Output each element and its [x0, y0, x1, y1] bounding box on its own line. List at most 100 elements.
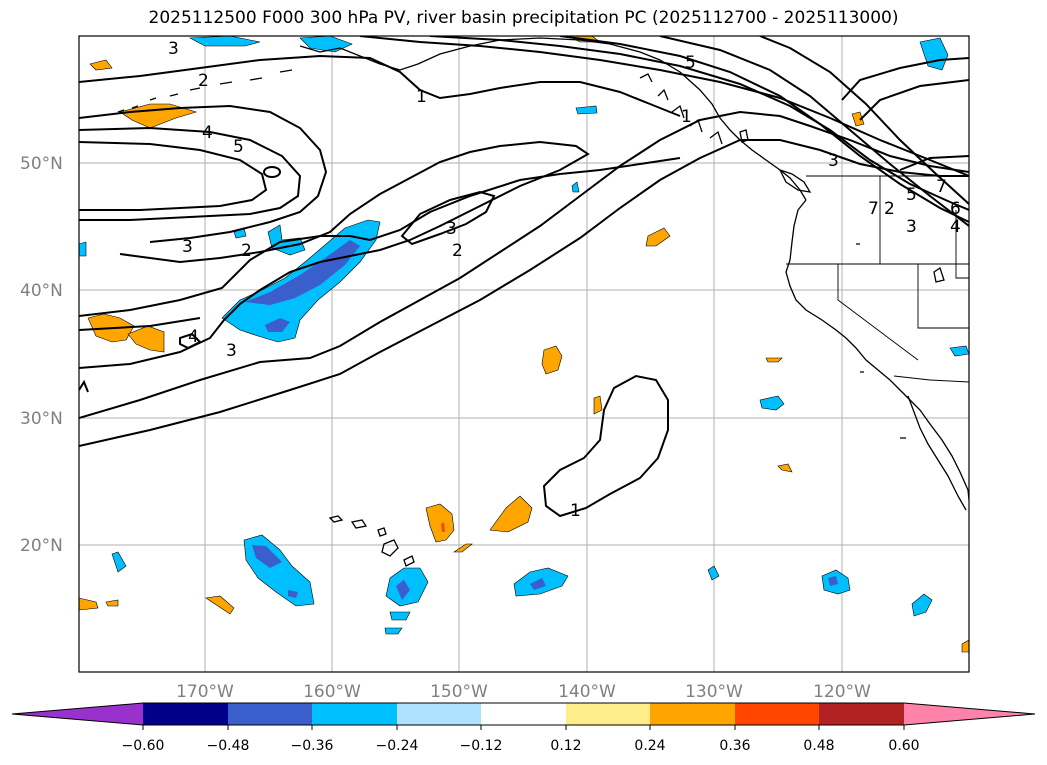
lon-label: 160°W — [303, 682, 361, 702]
pv-contour — [79, 139, 969, 447]
pv-contour — [79, 140, 590, 369]
positive-anomaly-patch — [765, 357, 783, 363]
map-title: 2025112500 F000 300 hPa PV, river basin … — [148, 8, 899, 28]
negative-anomaly-patch — [707, 565, 720, 581]
negative-anomaly-core — [288, 590, 298, 598]
alaska-islands — [639, 73, 723, 145]
colorbar-segment — [735, 703, 819, 725]
negative-anomaly-core — [265, 318, 290, 332]
contour-label: 4 — [188, 327, 199, 347]
lat-label: 20°N — [20, 536, 63, 556]
positive-anomaly-patch — [89, 59, 113, 71]
contour-label: 4 — [950, 217, 961, 237]
lat-label: 40°N — [20, 281, 63, 301]
map-background — [79, 36, 969, 672]
contour-labels: 3 2 4 5 1 5 3 2 4 3 1 7 5 6 7 2 3 3 2 4 … — [168, 39, 961, 521]
contour-label: 3 — [446, 219, 457, 239]
positive-anomaly-patch — [105, 599, 119, 607]
negative-anomaly-patch — [79, 241, 87, 257]
negative-anomaly-core — [245, 240, 360, 305]
colorbar-tick-label: −0.48 — [207, 738, 250, 754]
colorbar-segment — [904, 703, 1035, 725]
colorbar-tick-label: 0.24 — [634, 738, 665, 754]
baja-california — [907, 395, 967, 511]
colorbar-tick-label: −0.36 — [291, 738, 334, 754]
contour-label: 3 — [906, 217, 917, 237]
contour-label: 4 — [202, 123, 213, 143]
contour-label: 5 — [906, 185, 917, 205]
contour-label: 1 — [416, 87, 427, 107]
pv-contour — [179, 332, 202, 350]
contour-label: 2 — [884, 199, 895, 219]
pv-contour — [79, 317, 201, 331]
contour-label: 5 — [685, 53, 696, 73]
colorbar-tick-label: −0.24 — [376, 738, 419, 754]
pv-contour — [859, 79, 969, 121]
positive-anomaly-patch — [961, 639, 969, 653]
state-border — [917, 264, 969, 329]
precipitation-shading — [79, 36, 969, 653]
colorbar: −0.60 −0.48 −0.36 −0.24 −0.12 0.12 0.24 … — [11, 702, 1036, 754]
negative-anomaly-patch — [949, 345, 969, 357]
colorbar-tick-label: −0.60 — [122, 738, 165, 754]
contour-label: 2 — [241, 241, 252, 261]
state-border — [955, 210, 969, 279]
colorbar-tick-label: 0.60 — [888, 738, 919, 754]
pv-contour — [542, 374, 669, 518]
colorbar-tick-label: 0.36 — [719, 738, 750, 754]
colorbar-segment — [650, 703, 735, 725]
west-coast — [785, 199, 969, 501]
negative-anomaly-patch — [111, 551, 127, 573]
lat-label: 30°N — [20, 409, 63, 429]
lat-label: 50°N — [20, 154, 63, 174]
colorbar-segment — [481, 703, 566, 725]
pv-contour — [759, 36, 969, 205]
colorbar-tick-label: 0.48 — [803, 738, 834, 754]
colorbar-segment — [819, 703, 904, 725]
contour-label: 1 — [570, 501, 581, 521]
pv-contour — [559, 36, 969, 223]
aleutian-islands — [117, 69, 293, 113]
contour-label: 3 — [226, 341, 237, 361]
pv-contour — [79, 54, 681, 117]
lon-label: 170°W — [176, 682, 234, 702]
contour-label: 2 — [452, 241, 463, 261]
colorbar-segment — [566, 703, 650, 725]
lon-label: 150°W — [430, 682, 488, 702]
negative-anomaly-patch — [911, 593, 933, 617]
pv-contour — [79, 379, 89, 393]
negative-anomaly-core — [828, 576, 838, 586]
colorbar-tick-label: −0.12 — [460, 738, 503, 754]
positive-anomaly-patch — [79, 597, 99, 611]
longitude-labels: 170°W 160°W 150°W 140°W 130°W 120°W — [176, 682, 871, 702]
negative-anomaly-patch — [759, 395, 785, 411]
pv-contour — [659, 36, 969, 227]
positive-anomaly-patch — [541, 345, 563, 375]
colorbar-segment — [312, 703, 397, 725]
negative-anomaly-core — [530, 578, 546, 590]
positive-anomaly-patch — [777, 463, 793, 473]
contour-label: 7 — [936, 177, 947, 197]
colorbar-segment — [12, 703, 143, 725]
pv-contour — [79, 104, 328, 243]
map-frame — [78, 35, 970, 673]
positive-anomaly-patch — [645, 227, 671, 247]
latitude-labels: 50°N 40°N 30°N 20°N — [20, 154, 63, 556]
vancouver-island — [778, 168, 812, 193]
negative-anomaly-patch — [575, 105, 598, 115]
pv-contour — [899, 155, 969, 171]
pv-contour — [841, 57, 969, 101]
pv-contour — [359, 36, 969, 177]
pv-contour — [79, 141, 268, 211]
lon-label: 130°W — [685, 682, 743, 702]
positive-anomaly-patch — [425, 503, 455, 543]
contour-label: 5 — [233, 137, 244, 157]
negative-anomaly-core — [396, 580, 410, 600]
positive-anomaly-patch — [851, 111, 865, 127]
contour-label: 3 — [828, 151, 839, 171]
pv-contour — [429, 36, 969, 211]
contour-label: 3 — [182, 237, 193, 257]
pv-contour — [79, 157, 681, 317]
positive-anomaly-patch — [119, 103, 198, 129]
